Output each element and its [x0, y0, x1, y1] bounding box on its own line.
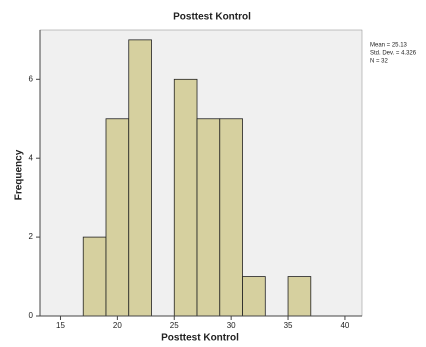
stat-note: Mean = 25.13	[370, 43, 408, 49]
x-tick-label: 20	[113, 321, 122, 330]
bar	[173, 78, 198, 317]
bar	[105, 118, 130, 317]
x-axis-title: Posttest Kontrol	[161, 333, 239, 344]
bar	[82, 236, 107, 317]
y-tick-label: 4	[29, 153, 34, 162]
x-tick-label: 25	[170, 321, 179, 330]
bar	[219, 118, 243, 317]
stat-note: Std. Dev. = 4.326	[370, 51, 417, 57]
bar	[242, 276, 266, 317]
x-tick-label: 15	[56, 321, 65, 330]
x-tick-label: 35	[284, 321, 293, 330]
y-axis-title: Frequency	[14, 149, 25, 200]
x-tick-label: 40	[340, 321, 349, 330]
stat-note: N = 32	[370, 59, 389, 65]
chart-title: Posttest Kontrol	[173, 12, 251, 23]
x-tick-label: 30	[227, 321, 236, 330]
y-tick-label: 0	[29, 311, 34, 320]
y-tick-label: 2	[29, 232, 34, 241]
bar	[128, 39, 152, 317]
bar	[287, 276, 312, 317]
bar	[196, 118, 221, 317]
y-tick-label: 6	[29, 74, 34, 83]
